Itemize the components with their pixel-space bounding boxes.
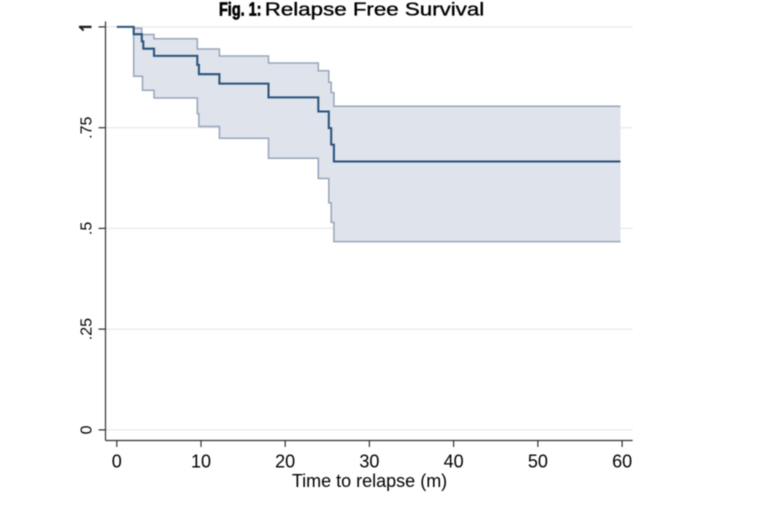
svg-text:10: 10	[191, 452, 211, 472]
svg-text:20: 20	[275, 452, 295, 472]
svg-text:40: 40	[444, 452, 464, 472]
svg-text:Time to relapse (m): Time to relapse (m)	[292, 471, 447, 491]
svg-text:0: 0	[112, 452, 122, 472]
svg-text:.5: .5	[79, 222, 96, 235]
svg-text:0: 0	[79, 425, 96, 434]
svg-text:30: 30	[359, 452, 379, 472]
svg-text:Relapse Free Survival: Relapse Free Survival	[265, 0, 484, 20]
svg-text:60: 60	[612, 452, 632, 472]
svg-text:Fig. 1:: Fig. 1:	[219, 0, 261, 20]
svg-text:.25: .25	[79, 318, 96, 340]
svg-text:.75: .75	[79, 116, 96, 138]
svg-text:50: 50	[528, 452, 548, 472]
